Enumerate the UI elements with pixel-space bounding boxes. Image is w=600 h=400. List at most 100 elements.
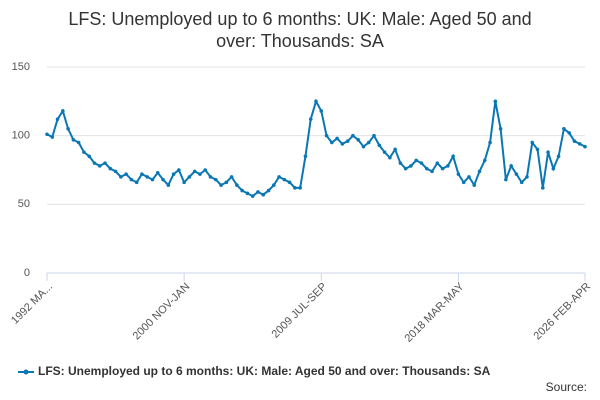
point <box>103 161 107 165</box>
point <box>504 177 508 182</box>
point <box>219 183 223 187</box>
point <box>171 172 176 176</box>
point <box>203 168 208 172</box>
point <box>472 183 477 187</box>
point <box>498 127 503 131</box>
point <box>430 169 434 174</box>
point <box>403 166 408 171</box>
point <box>330 140 334 145</box>
point <box>572 139 577 143</box>
point <box>240 188 244 193</box>
point <box>541 186 545 190</box>
point <box>493 99 498 104</box>
point <box>583 144 587 149</box>
point <box>477 169 482 174</box>
point <box>76 140 81 145</box>
point <box>319 109 324 113</box>
y-tick-label: 100 <box>12 130 30 142</box>
point <box>509 164 513 168</box>
point <box>224 180 229 185</box>
point <box>108 166 113 171</box>
point <box>229 175 234 179</box>
point <box>61 109 65 113</box>
point <box>324 133 329 138</box>
point <box>166 183 171 187</box>
point <box>192 169 197 174</box>
point <box>140 172 144 176</box>
point <box>361 144 366 149</box>
point <box>134 180 139 185</box>
point <box>314 99 318 104</box>
point <box>182 180 186 185</box>
point <box>97 164 102 168</box>
point <box>187 175 192 179</box>
x-tick-label: 2009 JUL-SEP <box>270 281 330 341</box>
point <box>308 117 313 121</box>
point <box>382 150 387 154</box>
point <box>488 140 492 145</box>
point <box>213 177 218 182</box>
chart-title: LFS: Unemployed up to 6 months: UK: Male… <box>68 9 531 29</box>
point <box>335 136 339 141</box>
x-tick-label: 2026 FEB-APR <box>532 281 594 343</box>
point <box>377 143 382 148</box>
point <box>50 135 55 139</box>
point <box>546 150 550 154</box>
point <box>424 166 429 171</box>
point <box>208 175 213 179</box>
y-tick-label: 0 <box>24 267 30 279</box>
point <box>435 161 440 165</box>
point <box>456 172 461 176</box>
point <box>145 175 150 179</box>
y-tick-label: 150 <box>12 61 30 73</box>
point <box>577 142 582 146</box>
point <box>530 140 535 145</box>
x-tick-label: 2018 MAR-MAY <box>402 280 467 345</box>
point <box>66 127 70 131</box>
point <box>272 183 276 187</box>
source-label: Source: <box>546 380 587 394</box>
point <box>92 161 97 165</box>
point <box>87 154 91 159</box>
point <box>482 158 487 163</box>
point <box>277 175 281 179</box>
point <box>261 192 266 197</box>
point <box>356 137 360 142</box>
point <box>419 161 424 165</box>
point <box>161 177 165 182</box>
point <box>245 191 250 196</box>
point <box>467 175 471 179</box>
point <box>282 177 287 182</box>
point <box>556 154 561 159</box>
point <box>340 142 345 146</box>
point <box>287 180 292 185</box>
point <box>345 139 350 143</box>
point <box>409 164 413 168</box>
line-series <box>46 98 586 198</box>
point <box>113 169 118 174</box>
point <box>235 183 239 187</box>
point <box>71 137 76 142</box>
point <box>440 166 445 171</box>
point <box>525 175 529 179</box>
point <box>551 166 556 171</box>
point <box>535 147 540 152</box>
x-tick-label: 2000 NOV-JAN <box>131 281 193 343</box>
point <box>129 177 134 182</box>
point <box>155 170 160 175</box>
legend-label: LFS: Unemployed up to 6 months: UK: Male… <box>38 364 491 378</box>
point <box>567 131 571 135</box>
point <box>461 180 466 185</box>
legend-marker <box>23 369 29 375</box>
point <box>303 154 308 159</box>
point <box>414 158 419 163</box>
x-tick-label: 1992 MA... <box>9 281 55 327</box>
point <box>514 172 519 176</box>
point <box>446 164 450 168</box>
point <box>250 194 255 198</box>
point <box>398 161 403 165</box>
point <box>150 177 155 182</box>
point <box>562 127 566 131</box>
point <box>451 154 455 159</box>
